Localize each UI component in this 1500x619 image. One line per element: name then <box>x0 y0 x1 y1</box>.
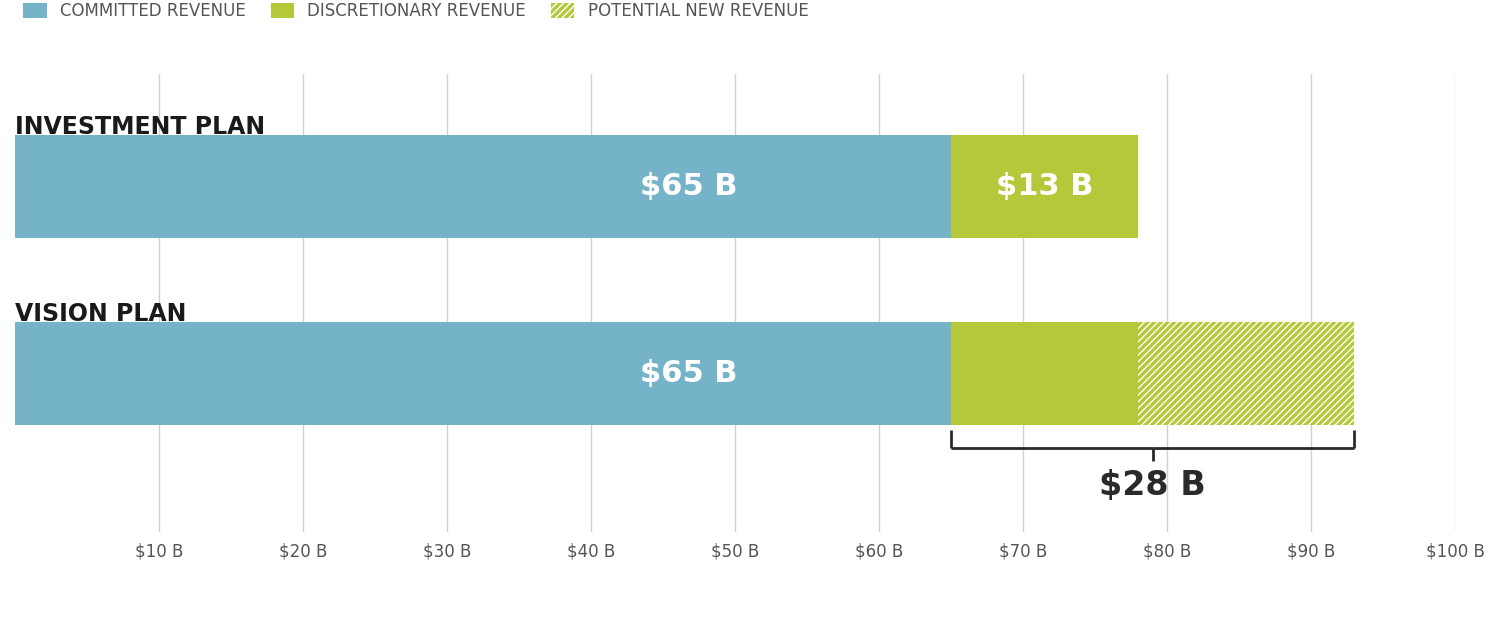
Legend: COMMITTED REVENUE, DISCRETIONARY REVENUE, POTENTIAL NEW REVENUE: COMMITTED REVENUE, DISCRETIONARY REVENUE… <box>24 2 808 20</box>
Bar <box>15 322 951 425</box>
Text: $65 B: $65 B <box>640 172 738 201</box>
Bar <box>951 135 1138 238</box>
Bar <box>1138 322 1354 425</box>
Text: $13 B: $13 B <box>996 172 1094 201</box>
Text: $28 B: $28 B <box>1100 469 1206 502</box>
Bar <box>1138 322 1354 425</box>
Bar <box>951 322 1138 425</box>
Bar <box>15 135 951 238</box>
Text: INVESTMENT PLAN: INVESTMENT PLAN <box>15 115 266 139</box>
Text: VISION PLAN: VISION PLAN <box>15 301 186 326</box>
Text: $65 B: $65 B <box>640 359 738 388</box>
